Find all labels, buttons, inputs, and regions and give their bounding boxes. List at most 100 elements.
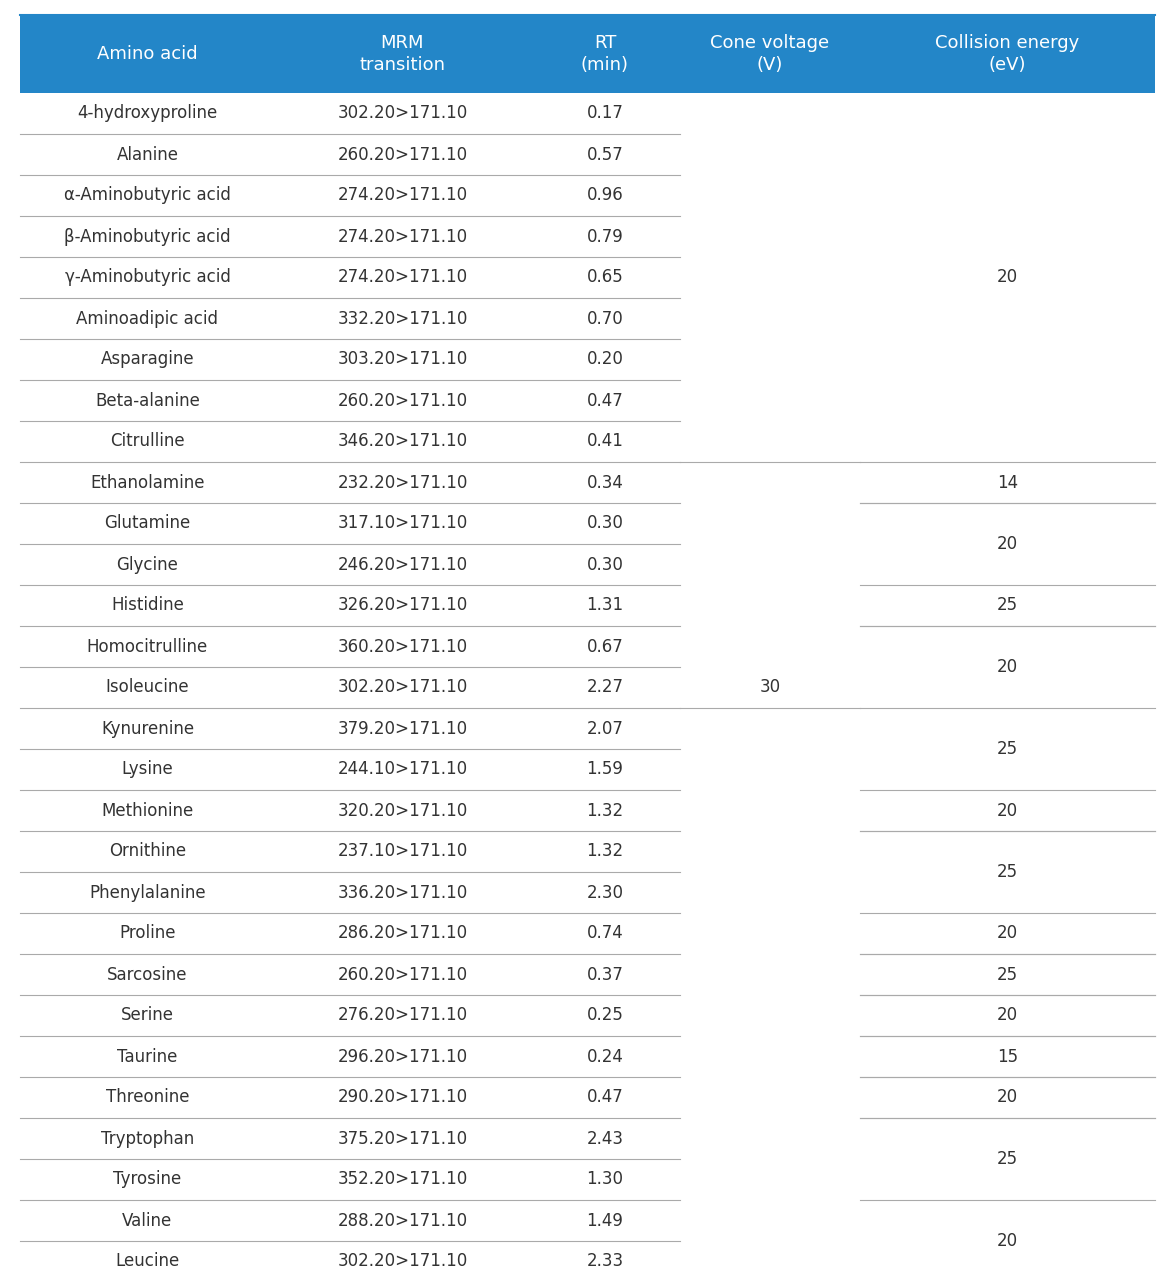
Text: 0.34: 0.34 <box>586 474 624 492</box>
Text: 296.20>171.10: 296.20>171.10 <box>337 1047 468 1065</box>
Text: 274.20>171.10: 274.20>171.10 <box>337 187 468 205</box>
Text: 20: 20 <box>996 1088 1018 1106</box>
Text: 0.74: 0.74 <box>586 924 624 942</box>
Text: β-Aminobutyric acid: β-Aminobutyric acid <box>65 228 230 246</box>
Text: Beta-alanine: Beta-alanine <box>95 392 200 410</box>
Text: 232.20>171.10: 232.20>171.10 <box>337 474 468 492</box>
Text: 1.59: 1.59 <box>586 760 624 778</box>
Text: 20: 20 <box>996 1006 1018 1024</box>
Text: 336.20>171.10: 336.20>171.10 <box>337 883 468 901</box>
Text: 25: 25 <box>996 596 1018 614</box>
Text: 0.41: 0.41 <box>586 433 624 451</box>
Text: Asparagine: Asparagine <box>101 351 194 369</box>
Text: 274.20>171.10: 274.20>171.10 <box>337 228 468 246</box>
Text: 15: 15 <box>996 1047 1018 1065</box>
Text: γ-Aminobutyric acid: γ-Aminobutyric acid <box>65 269 230 287</box>
Text: 274.20>171.10: 274.20>171.10 <box>337 269 468 287</box>
Text: Glycine: Glycine <box>116 556 179 573</box>
Text: 0.47: 0.47 <box>586 1088 624 1106</box>
Text: Glutamine: Glutamine <box>105 515 190 532</box>
Text: Threonine: Threonine <box>106 1088 189 1106</box>
Text: 1.49: 1.49 <box>586 1211 624 1230</box>
Bar <box>20 15 1155 93</box>
Text: α-Aminobutyric acid: α-Aminobutyric acid <box>65 187 231 205</box>
Text: Ornithine: Ornithine <box>109 842 186 860</box>
Text: 0.25: 0.25 <box>586 1006 624 1024</box>
Text: 2.43: 2.43 <box>586 1129 624 1147</box>
Text: 1.30: 1.30 <box>586 1170 624 1189</box>
Text: 260.20>171.10: 260.20>171.10 <box>337 146 468 164</box>
Text: 276.20>171.10: 276.20>171.10 <box>337 1006 468 1024</box>
Text: Histidine: Histidine <box>112 596 184 614</box>
Text: 0.96: 0.96 <box>586 187 624 205</box>
Text: 20: 20 <box>996 924 1018 942</box>
Text: 20: 20 <box>996 535 1018 553</box>
Text: 25: 25 <box>996 965 1018 983</box>
Text: 25: 25 <box>996 1149 1018 1167</box>
Text: Citrulline: Citrulline <box>110 433 184 451</box>
Text: 25: 25 <box>996 740 1018 758</box>
Text: 0.65: 0.65 <box>586 269 624 287</box>
Text: Alanine: Alanine <box>116 146 179 164</box>
Text: 290.20>171.10: 290.20>171.10 <box>337 1088 468 1106</box>
Text: 0.30: 0.30 <box>586 556 624 573</box>
Text: 0.20: 0.20 <box>586 351 624 369</box>
Text: 320.20>171.10: 320.20>171.10 <box>337 801 468 819</box>
Text: 1.32: 1.32 <box>586 842 624 860</box>
Text: 20: 20 <box>996 801 1018 819</box>
Text: Aminoadipic acid: Aminoadipic acid <box>76 310 219 328</box>
Text: Taurine: Taurine <box>118 1047 177 1065</box>
Text: 0.17: 0.17 <box>586 105 624 123</box>
Text: 302.20>171.10: 302.20>171.10 <box>337 1253 468 1271</box>
Text: 0.30: 0.30 <box>586 515 624 532</box>
Text: 360.20>171.10: 360.20>171.10 <box>337 637 468 655</box>
Text: 346.20>171.10: 346.20>171.10 <box>337 433 468 451</box>
Text: 14: 14 <box>996 474 1018 492</box>
Text: Proline: Proline <box>119 924 176 942</box>
Text: 20: 20 <box>996 658 1018 676</box>
Text: 4-hydroxyproline: 4-hydroxyproline <box>78 105 217 123</box>
Text: Cone voltage
(V): Cone voltage (V) <box>711 33 830 74</box>
Text: 0.24: 0.24 <box>586 1047 624 1065</box>
Text: 237.10>171.10: 237.10>171.10 <box>337 842 468 860</box>
Text: MRM
transition: MRM transition <box>360 33 445 74</box>
Text: 25: 25 <box>996 863 1018 881</box>
Text: Serine: Serine <box>121 1006 174 1024</box>
Text: 0.57: 0.57 <box>586 146 624 164</box>
Text: Methionine: Methionine <box>101 801 194 819</box>
Text: Tryptophan: Tryptophan <box>101 1129 194 1147</box>
Text: Ethanolamine: Ethanolamine <box>90 474 204 492</box>
Text: 0.79: 0.79 <box>586 228 624 246</box>
Text: 375.20>171.10: 375.20>171.10 <box>337 1129 468 1147</box>
Text: 303.20>171.10: 303.20>171.10 <box>337 351 468 369</box>
Text: 246.20>171.10: 246.20>171.10 <box>337 556 468 573</box>
Text: 1.31: 1.31 <box>586 596 624 614</box>
Text: 2.27: 2.27 <box>586 678 624 696</box>
Text: 2.30: 2.30 <box>586 883 624 901</box>
Text: Kynurenine: Kynurenine <box>101 719 194 737</box>
Text: 302.20>171.10: 302.20>171.10 <box>337 678 468 696</box>
Text: 288.20>171.10: 288.20>171.10 <box>337 1211 468 1230</box>
Text: 260.20>171.10: 260.20>171.10 <box>337 965 468 983</box>
Text: 326.20>171.10: 326.20>171.10 <box>337 596 468 614</box>
Text: Valine: Valine <box>122 1211 173 1230</box>
Text: Sarcosine: Sarcosine <box>107 965 188 983</box>
Text: 2.07: 2.07 <box>586 719 624 737</box>
Text: Lysine: Lysine <box>122 760 174 778</box>
Text: 379.20>171.10: 379.20>171.10 <box>337 719 468 737</box>
Text: 244.10>171.10: 244.10>171.10 <box>337 760 468 778</box>
Text: 0.70: 0.70 <box>586 310 624 328</box>
Text: 30: 30 <box>759 678 780 696</box>
Text: 2.33: 2.33 <box>586 1253 624 1271</box>
Text: 0.37: 0.37 <box>586 965 624 983</box>
Text: RT
(min): RT (min) <box>580 33 629 74</box>
Text: 1.32: 1.32 <box>586 801 624 819</box>
Text: 0.67: 0.67 <box>586 637 624 655</box>
Text: 260.20>171.10: 260.20>171.10 <box>337 392 468 410</box>
Text: Phenylalanine: Phenylalanine <box>89 883 206 901</box>
Text: 0.47: 0.47 <box>586 392 624 410</box>
Text: 20: 20 <box>996 1231 1018 1251</box>
Text: Homocitrulline: Homocitrulline <box>87 637 208 655</box>
Text: 332.20>171.10: 332.20>171.10 <box>337 310 468 328</box>
Text: Isoleucine: Isoleucine <box>106 678 189 696</box>
